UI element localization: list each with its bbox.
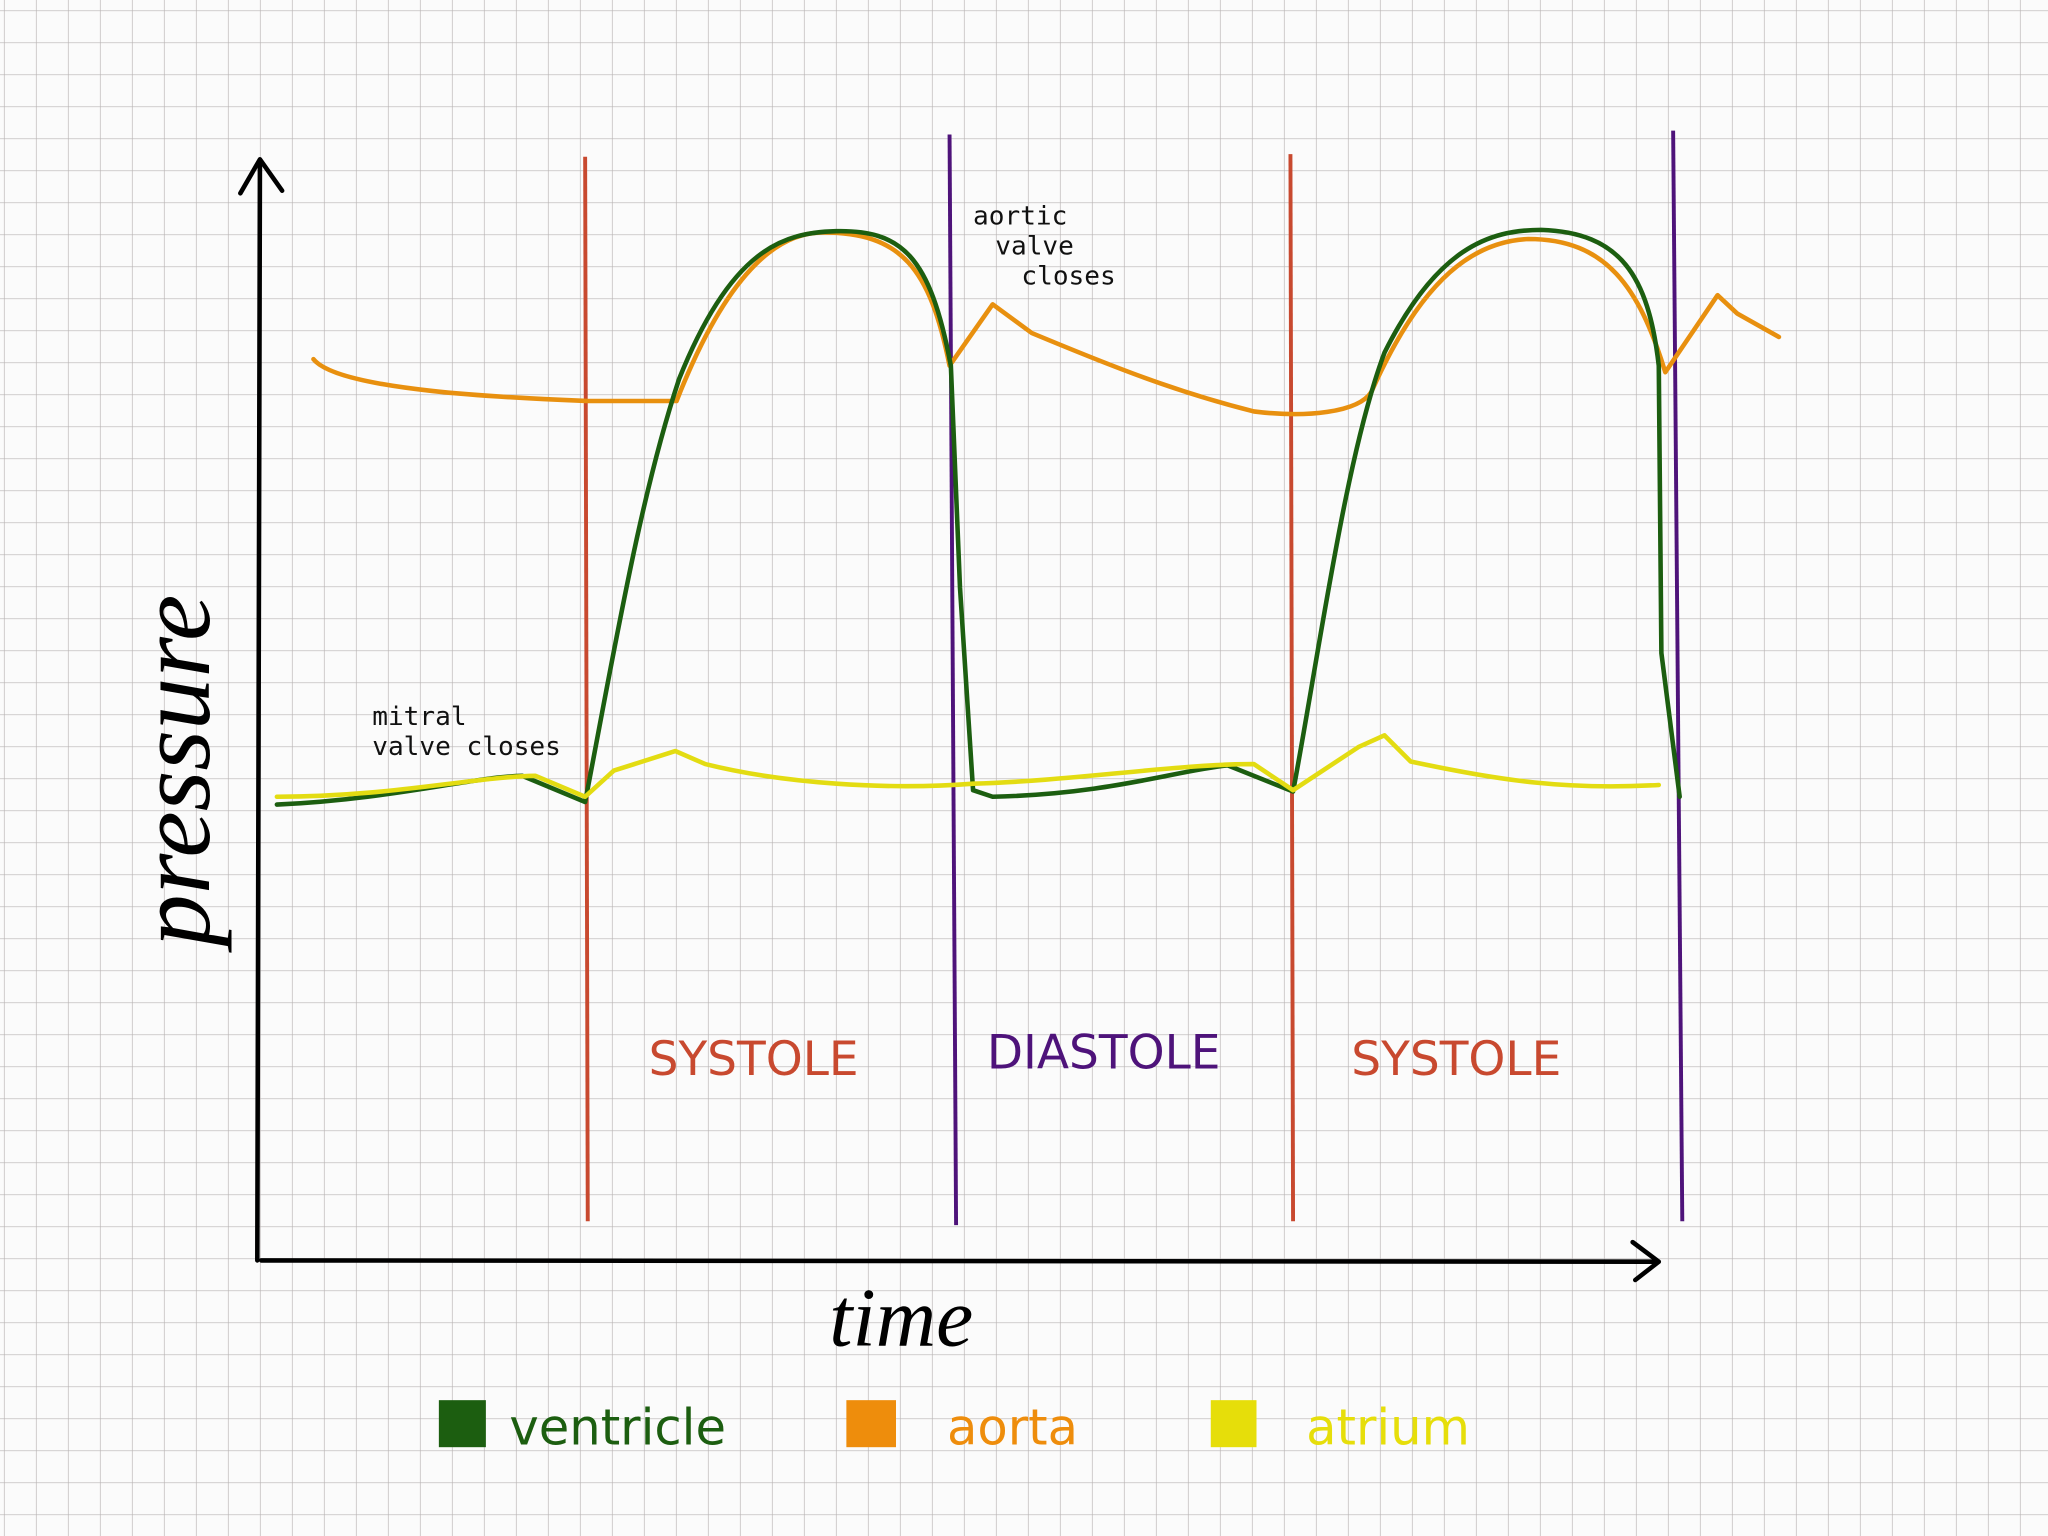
annotation: closes xyxy=(1021,262,1115,292)
x-arrow xyxy=(1630,1239,1662,1283)
ventricle-curve xyxy=(274,227,1682,807)
atrium-curve xyxy=(274,733,1662,800)
annotation: aortic xyxy=(973,202,1067,232)
legend-swatch xyxy=(438,1400,486,1448)
systole-start xyxy=(583,156,590,1222)
phase-label: SYSTOLE xyxy=(1351,1032,1561,1087)
legend-label: aorta xyxy=(947,1399,1078,1457)
y-arrow xyxy=(238,157,285,196)
systole-start xyxy=(1288,154,1296,1222)
legend-label: ventricle xyxy=(509,1399,726,1457)
aorta-curve xyxy=(311,230,1782,417)
legend: ventricle aorta atrium xyxy=(438,1399,1470,1457)
y-axis xyxy=(255,160,263,1263)
diastole-start xyxy=(947,134,959,1226)
x-axis-label: time xyxy=(829,1272,973,1364)
phase-lines xyxy=(583,130,1685,1226)
phase-label: SYSTOLE xyxy=(649,1032,859,1087)
y-axis-label: pressure xyxy=(116,595,232,954)
annotation: valve xyxy=(995,232,1074,262)
legend-label: atrium xyxy=(1306,1399,1470,1457)
annotation: valve closes xyxy=(372,732,561,762)
diastole-start xyxy=(1671,130,1685,1222)
axes xyxy=(238,157,1662,1283)
legend-swatch xyxy=(846,1400,896,1448)
phase-label: DIASTOLE xyxy=(987,1025,1221,1080)
x-axis xyxy=(258,1258,1659,1264)
annotation: mitral xyxy=(372,702,466,732)
legend-swatch xyxy=(1210,1400,1257,1448)
